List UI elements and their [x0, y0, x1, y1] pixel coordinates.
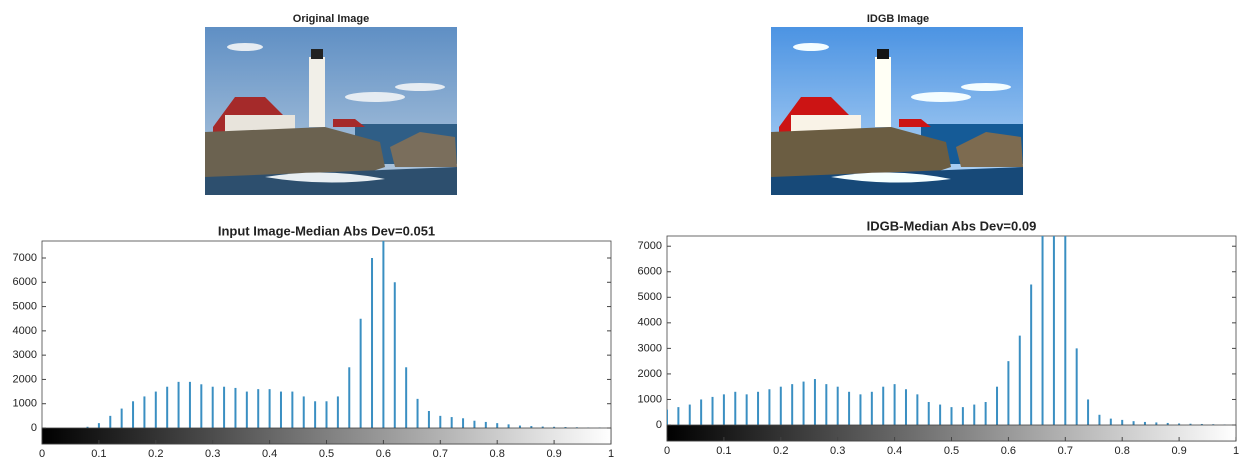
x-tick-label: 1	[1233, 445, 1239, 457]
x-tick-label: 0.5	[319, 448, 334, 460]
x-tick-label: 0.8	[490, 448, 505, 460]
y-tick-label: 6000	[13, 276, 37, 288]
chart-title: IDGB-Median Abs Dev=0.09	[867, 218, 1037, 233]
image-title: Original Image	[293, 13, 369, 25]
x-tick-label: 0.1	[91, 448, 106, 460]
x-tick-label: 0.5	[944, 445, 959, 457]
y-tick-label: 2000	[638, 368, 662, 380]
y-tick-label: 0	[31, 422, 37, 434]
y-tick-label: 4000	[13, 325, 37, 337]
x-tick-label: 0.7	[433, 448, 448, 460]
y-tick-label: 3000	[638, 342, 662, 354]
x-tick-label: 0.6	[376, 448, 391, 460]
series	[667, 236, 1236, 425]
image	[771, 27, 1023, 195]
y-tick-label: 1000	[638, 393, 662, 405]
series	[86, 241, 611, 428]
x-tick-label: 0.4	[262, 448, 277, 460]
chart-title: Input Image-Median Abs Dev=0.051	[218, 223, 435, 238]
x-tick-label: 0	[39, 448, 45, 460]
y-tick-label: 1000	[13, 398, 37, 410]
x-tick-label: 0.9	[546, 448, 561, 460]
y-tick-label: 7000	[638, 240, 662, 252]
x-tick-label: 0.8	[1115, 445, 1130, 457]
y-tick-label: 5000	[638, 291, 662, 303]
x-tick-label: 0.6	[1001, 445, 1016, 457]
x-tick-label: 0.9	[1171, 445, 1186, 457]
x-tick-label: 0.1	[716, 445, 731, 457]
y-tick-label: 6000	[638, 266, 662, 278]
image-title: IDGB Image	[867, 13, 929, 25]
y-tick-label: 4000	[638, 317, 662, 329]
y-tick-label: 5000	[13, 300, 37, 312]
y-tick-label: 0	[656, 419, 662, 431]
x-tick-label: 1	[608, 448, 614, 460]
x-tick-label: 0.7	[1058, 445, 1073, 457]
y-tick-label: 2000	[13, 373, 37, 385]
x-tick-label: 0.3	[205, 448, 220, 460]
x-tick-label: 0	[664, 445, 670, 457]
y-tick-label: 7000	[13, 252, 37, 264]
x-tick-label: 0.3	[830, 445, 845, 457]
x-tick-label: 0.2	[773, 445, 788, 457]
x-tick-label: 0.2	[148, 448, 163, 460]
image	[205, 27, 457, 195]
x-tick-label: 0.4	[887, 445, 902, 457]
y-tick-label: 3000	[13, 349, 37, 361]
